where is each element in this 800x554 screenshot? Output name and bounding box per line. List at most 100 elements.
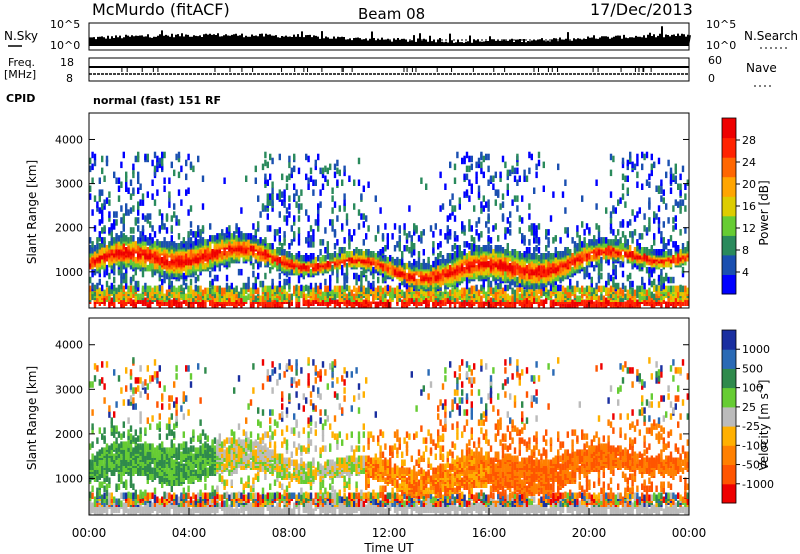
- range-cell: [319, 201, 322, 208]
- range-cell: [597, 262, 601, 270]
- range-cell: [197, 274, 200, 282]
- range-cell: [125, 175, 128, 182]
- range-cell: [674, 291, 677, 299]
- range-cell: [288, 293, 291, 301]
- range-cell: [218, 264, 221, 272]
- range-cell: [271, 199, 274, 206]
- range-cell: [91, 463, 94, 470]
- range-cell: [501, 251, 505, 258]
- range-cell: [413, 278, 416, 286]
- range-cell: [439, 270, 442, 278]
- range-cell: [173, 285, 176, 293]
- noise-left-tick-high: 10^5: [50, 18, 80, 31]
- range-cell: [381, 233, 385, 240]
- range-cell: [429, 225, 433, 232]
- range-cell: [158, 284, 161, 292]
- range-cell: [379, 285, 382, 293]
- range-cell: [672, 301, 675, 308]
- range-cell: [254, 287, 257, 295]
- range-cell: [141, 255, 145, 262]
- range-cell: [593, 247, 596, 254]
- range-cell: [545, 285, 548, 293]
- range-cell: [189, 266, 193, 274]
- range-cell: [432, 247, 435, 254]
- range-cell: [348, 289, 351, 297]
- range-cell: [398, 235, 401, 242]
- range-cell: [482, 205, 485, 212]
- range-cell: [170, 225, 173, 232]
- range-cell: [139, 199, 142, 206]
- range-cell: [141, 285, 145, 293]
- range-cell: [216, 285, 219, 293]
- range-cell: [626, 256, 629, 264]
- range-cell: [410, 272, 413, 280]
- range-cell: [451, 205, 454, 212]
- range-cell: [638, 260, 641, 268]
- range-cell: [453, 251, 457, 258]
- range-cell: [237, 227, 241, 234]
- range-cell: [573, 256, 577, 264]
- range-cell: [437, 253, 440, 260]
- range-cell: [684, 205, 687, 212]
- range-cell: [96, 451, 99, 458]
- range-cell: [597, 268, 601, 276]
- range-cell: [163, 177, 166, 184]
- range-cell: [98, 379, 101, 386]
- range-cell: [257, 225, 260, 232]
- range-cell: [612, 268, 615, 276]
- range-cell: [506, 169, 509, 177]
- range-cell: [360, 249, 363, 256]
- range-cell: [684, 183, 687, 190]
- range-cell: [662, 249, 665, 256]
- range-cell: [189, 229, 193, 236]
- range-cell: [180, 241, 183, 248]
- range-cell: [362, 299, 365, 306]
- range-cell: [151, 287, 154, 295]
- range-cell: [593, 253, 596, 260]
- range-cell: [573, 299, 577, 306]
- range-cell: [504, 284, 507, 292]
- range-cell: [545, 233, 548, 240]
- range-cell: [566, 247, 569, 254]
- range-cell: [528, 151, 531, 159]
- range-cell: [365, 297, 368, 304]
- range-cell: [288, 251, 291, 258]
- range-cell: [113, 211, 116, 218]
- range-cell: [600, 256, 603, 264]
- range-cell: [612, 205, 615, 212]
- range-cell: [449, 289, 452, 297]
- range-cell: [653, 217, 656, 224]
- range-cell: [641, 276, 644, 284]
- range-cell: [612, 285, 615, 293]
- range-cell: [252, 282, 255, 290]
- range-cell: [185, 299, 188, 306]
- range-cell: [489, 245, 493, 252]
- range-cell: [165, 241, 169, 248]
- freq-unit-label: [MHz]: [4, 68, 36, 81]
- range-cell: [153, 241, 157, 248]
- range-cell: [348, 243, 351, 250]
- range-cell: [101, 215, 104, 222]
- range-cell: [273, 260, 277, 268]
- range-cell: [403, 278, 406, 286]
- range-cell: [91, 282, 94, 290]
- range-cell: [96, 255, 99, 262]
- range-cell: [597, 231, 601, 238]
- range-cell: [681, 256, 685, 264]
- range-cell: [317, 203, 320, 210]
- range-cell: [149, 213, 152, 220]
- range-cell: [501, 295, 505, 302]
- range-cell: [374, 260, 377, 268]
- range-cell: [477, 233, 481, 240]
- range-cell: [463, 287, 466, 295]
- range-cell: [225, 227, 229, 234]
- range-cell: [261, 293, 265, 301]
- range-cell: [631, 209, 634, 216]
- range-cell: [336, 256, 339, 264]
- range-cell: [158, 270, 161, 278]
- range-cell: [101, 167, 104, 175]
- range-cell: [264, 253, 267, 260]
- range-cell: [103, 199, 106, 206]
- range-cell: [405, 293, 409, 301]
- range-cell: [161, 285, 164, 293]
